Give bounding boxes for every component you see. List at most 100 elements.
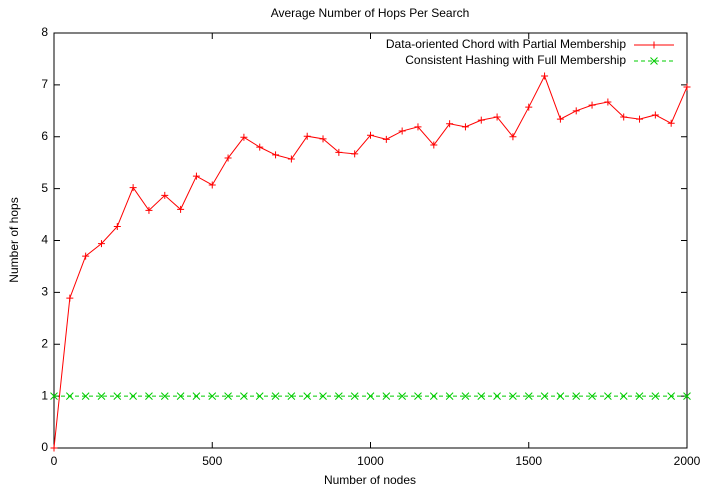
data-point [81, 392, 90, 400]
data-point [66, 294, 74, 302]
data-point [82, 252, 90, 260]
y-tick-label: 5 [41, 181, 48, 195]
legend-marker [650, 41, 658, 49]
y-tick-label: 1 [41, 388, 48, 402]
data-point [366, 392, 375, 400]
x-axis-label: Number of nodes [324, 473, 416, 487]
data-point [414, 392, 422, 400]
data-point [272, 151, 280, 159]
y-tick-label: 6 [41, 129, 48, 143]
data-point [287, 392, 296, 400]
data-point [667, 392, 676, 400]
x-tick-label: 1500 [515, 454, 542, 468]
x-tick-label: 500 [202, 454, 222, 468]
data-point [335, 148, 343, 156]
data-point [619, 392, 628, 400]
y-axis-label: Number of hops [7, 197, 21, 282]
data-point [160, 392, 169, 400]
y-tick-label: 0 [41, 440, 48, 454]
data-point [129, 184, 137, 192]
data-point [129, 392, 137, 400]
data-point [65, 392, 74, 400]
y-tick-label: 4 [41, 233, 48, 247]
data-point [192, 172, 200, 180]
data-point [620, 113, 628, 121]
data-point [97, 240, 105, 248]
data-point [256, 143, 264, 151]
x-tick-label: 2000 [674, 454, 701, 468]
data-point [509, 392, 517, 400]
data-point [303, 392, 312, 400]
data-point [493, 392, 501, 400]
data-point [398, 127, 406, 135]
data-point [113, 222, 121, 230]
data-point [113, 392, 122, 400]
data-point [636, 115, 644, 123]
data-point [208, 181, 216, 189]
data-point [461, 392, 470, 400]
data-point [224, 392, 232, 400]
data-point [382, 392, 391, 400]
data-point [161, 191, 169, 199]
data-point [509, 133, 517, 141]
data-point [429, 392, 438, 400]
data-point [604, 392, 612, 400]
data-point [303, 132, 311, 140]
data-point [350, 392, 359, 400]
y-tick-label: 2 [41, 336, 48, 350]
data-point [145, 392, 153, 400]
x-tick-label: 0 [51, 454, 58, 468]
data-point [477, 392, 486, 400]
data-point [683, 392, 691, 400]
data-point [445, 392, 454, 400]
data-point [572, 107, 580, 115]
data-point [525, 103, 533, 111]
data-point [271, 392, 280, 400]
data-point [493, 113, 501, 121]
data-point [604, 98, 612, 106]
data-point [446, 120, 454, 128]
data-point [351, 150, 359, 158]
x-tick-label: 1000 [357, 454, 384, 468]
data-point [588, 392, 596, 400]
data-point [367, 131, 374, 139]
data-point [50, 392, 58, 400]
data-point [430, 141, 438, 149]
plot-frame [53, 32, 688, 449]
data-point [319, 135, 327, 143]
data-point [145, 206, 153, 214]
data-point [414, 123, 422, 131]
data-point [398, 392, 407, 400]
legend-label: Data-oriented Chord with Partial Members… [386, 37, 626, 51]
data-point [540, 392, 549, 400]
data-point [541, 72, 549, 80]
data-point [287, 155, 295, 163]
legend-marker [650, 57, 658, 65]
data-point [524, 392, 533, 400]
data-point [50, 444, 58, 452]
data-point [319, 392, 327, 400]
data-point [176, 392, 185, 400]
data-point [224, 154, 232, 162]
data-point [683, 83, 691, 91]
data-point [177, 205, 185, 213]
chart-title: Average Number of Hops Per Search [271, 6, 470, 20]
data-point [334, 392, 343, 400]
data-point [382, 135, 390, 143]
data-point [651, 111, 659, 119]
data-point [192, 392, 201, 400]
data-point [97, 392, 106, 400]
data-point [635, 392, 644, 400]
data-point [240, 133, 248, 141]
data-point [255, 392, 264, 400]
data-point [208, 392, 217, 400]
data-point [667, 119, 675, 127]
data-point [240, 392, 248, 400]
data-point [651, 392, 660, 400]
y-tick-label: 3 [41, 285, 48, 299]
data-point [572, 392, 581, 400]
y-tick-label: 8 [41, 25, 48, 39]
y-tick-label: 7 [41, 77, 48, 91]
data-point [588, 101, 596, 109]
